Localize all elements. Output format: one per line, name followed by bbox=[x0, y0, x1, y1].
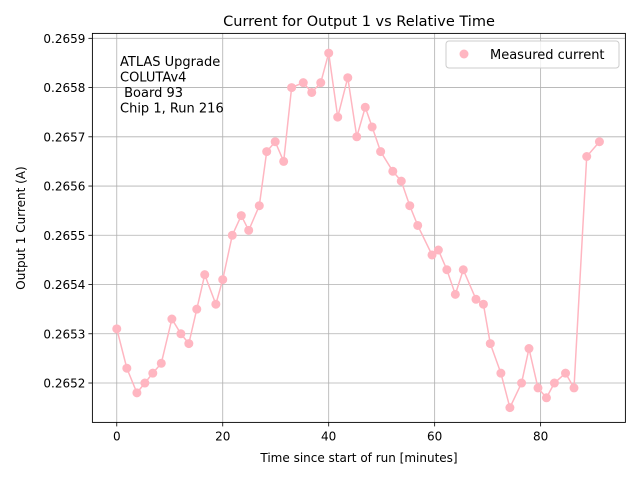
data-point bbox=[298, 78, 308, 88]
chart-title: Current for Output 1 vs Relative Time bbox=[223, 14, 495, 30]
data-point bbox=[279, 156, 289, 166]
data-point bbox=[594, 137, 604, 147]
data-point bbox=[413, 220, 423, 230]
x-tick-label: 80 bbox=[533, 429, 548, 443]
data-point bbox=[192, 304, 202, 314]
y-tick-label: 0.2656 bbox=[43, 180, 85, 194]
data-point bbox=[533, 383, 543, 393]
x-axis-label: Time since start of run [minutes] bbox=[259, 451, 457, 465]
data-point bbox=[569, 383, 579, 393]
series-layer bbox=[112, 48, 604, 413]
data-point bbox=[405, 201, 415, 211]
data-point bbox=[396, 176, 406, 186]
data-point bbox=[471, 294, 481, 304]
data-point bbox=[388, 166, 398, 176]
y-tick-label: 0.2657 bbox=[43, 130, 85, 144]
x-tick-label: 40 bbox=[321, 429, 336, 443]
data-point bbox=[343, 73, 353, 83]
data-point bbox=[140, 378, 150, 388]
x-tick-label: 60 bbox=[427, 429, 442, 443]
legend-box bbox=[445, 40, 620, 69]
data-point bbox=[458, 265, 468, 275]
data-point bbox=[549, 378, 559, 388]
data-point bbox=[254, 201, 264, 211]
data-point bbox=[442, 265, 452, 275]
legend-marker bbox=[459, 49, 469, 59]
legend: Measured current bbox=[445, 40, 620, 69]
data-point bbox=[333, 112, 343, 122]
x-tick-label: 20 bbox=[215, 429, 230, 443]
annotation-line-3: Board 93 bbox=[120, 86, 183, 101]
data-point bbox=[307, 87, 317, 97]
data-point bbox=[376, 147, 386, 157]
data-point bbox=[184, 339, 194, 349]
data-point bbox=[496, 368, 506, 378]
plot-frame bbox=[91, 32, 626, 423]
data-point bbox=[367, 122, 377, 132]
series-line bbox=[116, 52, 601, 410]
y-tick-label: 0.2659 bbox=[43, 32, 85, 46]
annotation-line-4: Chip 1, Run 216 bbox=[120, 102, 224, 117]
y-axis-label: Output 1 Current (A) bbox=[14, 166, 28, 289]
data-point bbox=[211, 299, 221, 309]
data-point bbox=[218, 275, 228, 285]
data-point bbox=[316, 78, 326, 88]
grid bbox=[92, 33, 626, 423]
y-tick-label: 0.2655 bbox=[43, 229, 85, 243]
data-point bbox=[167, 314, 177, 324]
data-point bbox=[148, 368, 158, 378]
data-point bbox=[287, 83, 297, 93]
y-axis: 0.2652 0.2653 0.2654 0.2655 0.2656 0.2657 0.26… bbox=[43, 32, 93, 391]
data-point bbox=[360, 102, 370, 112]
data-point bbox=[112, 324, 122, 334]
data-point bbox=[485, 339, 495, 349]
data-point bbox=[227, 230, 237, 240]
data-point bbox=[176, 329, 186, 339]
data-point bbox=[122, 363, 132, 373]
data-point bbox=[244, 225, 254, 235]
data-point bbox=[561, 368, 571, 378]
data-point bbox=[352, 132, 362, 142]
data-point bbox=[270, 137, 280, 147]
data-point bbox=[450, 289, 460, 299]
y-tick-label: 0.2652 bbox=[43, 377, 85, 391]
legend-label: Measured current bbox=[490, 48, 605, 63]
y-tick-label: 0.2658 bbox=[43, 81, 85, 95]
y-tick-label: 0.2653 bbox=[43, 327, 85, 341]
x-tick-label: 0 bbox=[113, 429, 121, 443]
data-point bbox=[427, 250, 437, 260]
data-point bbox=[433, 245, 443, 255]
data-point bbox=[524, 344, 534, 354]
data-point bbox=[200, 270, 210, 280]
data-point bbox=[262, 147, 272, 157]
data-point bbox=[505, 403, 515, 413]
data-point bbox=[582, 152, 592, 162]
y-tick-label: 0.2654 bbox=[43, 278, 85, 292]
data-point bbox=[541, 393, 551, 403]
run-annotation: ATLAS Upgrade COLUTAv4 Board 93 Chip 1, … bbox=[120, 55, 224, 117]
data-point bbox=[517, 378, 527, 388]
annotation-line-1: ATLAS Upgrade bbox=[120, 55, 220, 70]
data-point bbox=[132, 388, 142, 398]
data-point bbox=[156, 358, 166, 368]
data-point bbox=[324, 48, 334, 58]
x-axis: 0 20 40 60 80 bbox=[113, 422, 548, 443]
data-point bbox=[478, 299, 488, 309]
annotation-line-2: COLUTAv4 bbox=[120, 71, 186, 86]
data-point bbox=[236, 211, 246, 221]
